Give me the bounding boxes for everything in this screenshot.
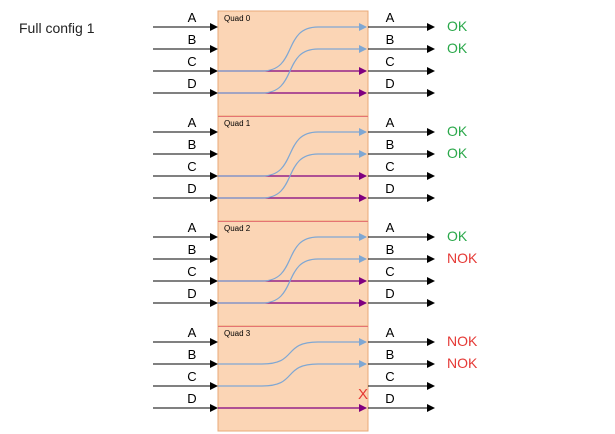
input-label: B (188, 137, 197, 152)
output-label: A (386, 115, 395, 130)
input-label: B (188, 242, 197, 257)
output-label: C (385, 159, 394, 174)
quad-box (217, 325, 369, 432)
input-label: D (187, 76, 196, 91)
cross-route (218, 233, 367, 282)
cross-route (218, 45, 367, 94)
input-label: B (188, 347, 197, 362)
input-label: C (187, 369, 196, 384)
fail-mark: X (358, 386, 368, 403)
output-label: A (386, 220, 395, 235)
input-label: D (187, 181, 196, 196)
output-label: D (385, 286, 394, 301)
status-ok: OK (447, 228, 468, 244)
input-label: A (188, 325, 197, 340)
status-nok: NOK (447, 355, 478, 371)
status-ok: OK (447, 18, 468, 34)
output-label: B (386, 137, 395, 152)
status-ok: OK (447, 123, 468, 139)
cross-route (218, 150, 367, 199)
status-ok: OK (447, 40, 468, 56)
output-label: B (386, 242, 395, 257)
input-label: A (188, 10, 197, 25)
quad-label: Quad 2 (224, 224, 251, 233)
quad-label: Quad 3 (224, 329, 251, 338)
cross-route (218, 128, 367, 177)
input-label: D (187, 286, 196, 301)
quad-box (217, 10, 369, 117)
input-label: B (188, 32, 197, 47)
cross-route (218, 360, 367, 387)
output-label: C (385, 264, 394, 279)
diagram-title: Full config 1 (19, 20, 95, 36)
input-label: C (187, 264, 196, 279)
input-label: A (188, 220, 197, 235)
status-ok: OK (447, 145, 468, 161)
output-label: B (386, 32, 395, 47)
quad-label: Quad 0 (224, 14, 251, 23)
quad-label: Quad 1 (224, 119, 251, 128)
cross-route (218, 23, 367, 72)
cross-route (218, 255, 367, 304)
output-label: C (385, 54, 394, 69)
output-label: D (385, 76, 394, 91)
output-label: D (385, 391, 394, 406)
output-label: D (385, 181, 394, 196)
output-label: A (386, 325, 395, 340)
input-label: C (187, 54, 196, 69)
quad-box (217, 220, 369, 327)
input-label: A (188, 115, 197, 130)
input-label: C (187, 159, 196, 174)
status-nok: NOK (447, 333, 478, 349)
status-nok: NOK (447, 250, 478, 266)
input-label: D (187, 391, 196, 406)
output-label: B (386, 347, 395, 362)
output-label: C (385, 369, 394, 384)
output-label: A (386, 10, 395, 25)
cross-route (218, 338, 367, 365)
